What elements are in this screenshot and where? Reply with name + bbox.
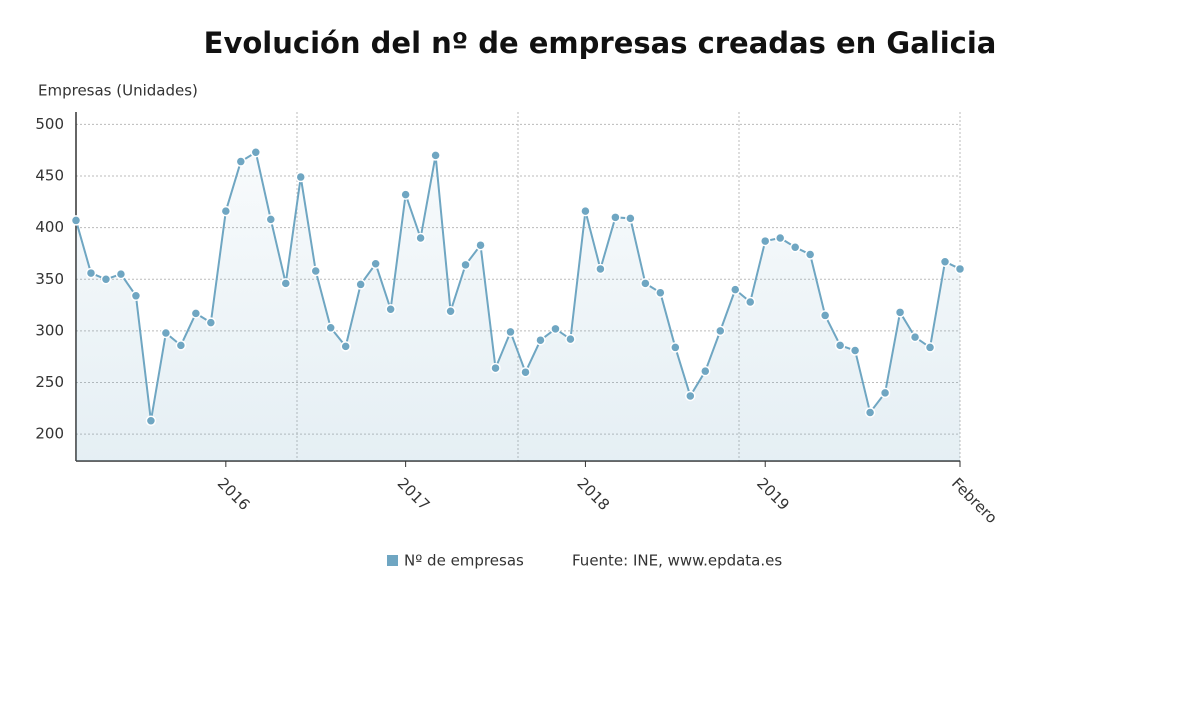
marker	[400, 189, 411, 200]
marker	[190, 308, 202, 319]
marker	[535, 334, 546, 346]
marker	[295, 171, 306, 183]
y-tick-label: 500	[35, 115, 64, 133]
marker	[220, 205, 232, 217]
marker	[759, 235, 771, 247]
marker	[460, 259, 471, 271]
marker	[85, 267, 97, 279]
chart-title: Evolución del nº de empresas creadas en …	[204, 26, 997, 60]
x-tick-label: 2018	[573, 474, 613, 514]
marker	[789, 242, 801, 253]
marker	[340, 341, 351, 352]
marker	[580, 205, 591, 217]
marker	[700, 365, 711, 377]
legend-swatch	[387, 555, 398, 566]
marker	[744, 296, 756, 308]
source-note: Fuente: INE, www.epdata.es	[572, 552, 782, 570]
marker	[505, 326, 516, 338]
marker	[685, 390, 696, 402]
marker	[834, 340, 846, 351]
marker	[894, 307, 906, 318]
marker	[355, 279, 366, 290]
marker	[954, 263, 966, 275]
y-tick-label: 450	[35, 167, 64, 185]
legend-label: Nº de empresas	[404, 552, 524, 570]
marker	[175, 340, 187, 351]
marker	[415, 232, 426, 244]
y-tick-label: 350	[35, 270, 64, 288]
marker	[670, 342, 681, 353]
y-tick-label: 250	[35, 373, 64, 391]
marker	[864, 407, 876, 418]
marker	[520, 366, 531, 378]
line	[75, 150, 961, 421]
marker	[265, 214, 277, 225]
marker	[715, 325, 726, 337]
marker	[804, 249, 816, 260]
marker	[100, 274, 112, 285]
marker	[310, 265, 321, 277]
marker	[130, 290, 142, 302]
y-axis-label: Empresas (Unidades)	[38, 82, 198, 100]
marker	[280, 278, 292, 289]
marker	[205, 317, 217, 328]
x-tick-label: Febrero	[948, 474, 1001, 527]
marker	[550, 323, 561, 335]
marker	[160, 327, 172, 339]
y-tick-label: 400	[35, 218, 64, 236]
marker	[325, 322, 336, 334]
marker	[370, 258, 381, 270]
x-tick-label: 2017	[394, 474, 434, 514]
marker	[730, 284, 741, 295]
x-tick-label: 2019	[753, 474, 793, 514]
marker	[939, 256, 951, 267]
marker	[250, 147, 262, 158]
area	[76, 152, 960, 461]
marker	[475, 239, 486, 251]
marker	[625, 213, 636, 224]
y-tick-label: 300	[35, 321, 64, 339]
marker	[655, 287, 666, 298]
marker	[640, 278, 651, 289]
marker	[924, 342, 936, 353]
x-tick-label: 2016	[214, 474, 254, 514]
marker	[565, 333, 576, 345]
marker	[70, 215, 82, 226]
marker	[385, 303, 396, 315]
marker	[430, 150, 441, 161]
marker	[145, 415, 157, 426]
marker	[445, 306, 456, 317]
marker	[235, 156, 247, 167]
marker	[610, 212, 621, 223]
marker	[879, 387, 891, 399]
marker	[849, 345, 861, 356]
marker	[909, 331, 921, 343]
y-tick-label: 200	[35, 425, 64, 443]
marker	[115, 268, 127, 280]
marker	[819, 310, 831, 321]
marker	[774, 232, 786, 244]
marker	[595, 263, 606, 275]
marker	[490, 362, 501, 374]
